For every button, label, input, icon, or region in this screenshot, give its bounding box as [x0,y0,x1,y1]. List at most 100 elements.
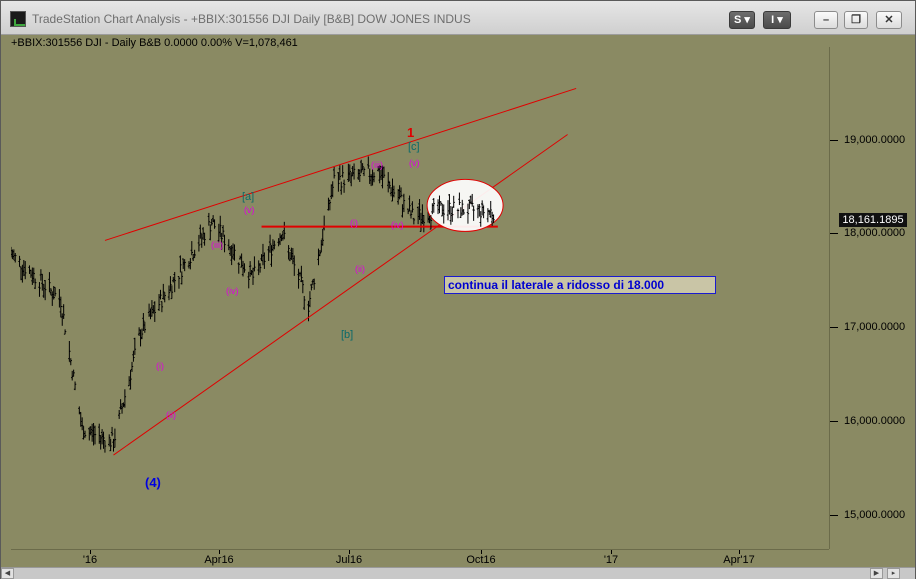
price-bar [278,233,282,245]
price-bar [62,304,65,320]
price-bar [150,300,154,317]
price-bar [89,426,92,436]
price-bar [408,195,411,212]
price-bar [142,313,145,332]
wave-label-c: [c] [408,141,420,153]
tradestation-app-icon [10,11,26,27]
price-bar [223,234,226,253]
zoom-button[interactable]: ▸ [887,568,900,579]
price-bar [157,294,161,311]
price-bar [93,425,97,445]
price-bar [197,234,201,252]
price-bar [180,271,184,285]
wave-label-ii-b: (ii) [355,264,365,274]
price-bar [310,283,313,291]
annotation-text-box[interactable]: continua il laterale a ridosso di 18.000 [444,276,716,294]
price-bar [140,328,144,340]
style-menu-button[interactable]: S ▾ [729,11,755,29]
price-bar [209,224,212,241]
upper-channel-line[interactable] [104,87,577,241]
price-bar [250,269,253,276]
price-bar [308,291,312,308]
price-bar [28,265,31,274]
price-bar [71,370,74,381]
price-bar [313,278,316,290]
lower-channel-line[interactable] [113,134,568,456]
price-bar [338,165,342,181]
price-bar [12,249,16,261]
price-bar [159,289,162,300]
price-bar [219,215,222,237]
price-bar [210,218,213,226]
wave-label-iii-top: (iii) [371,160,383,170]
horizontal-scrollbar[interactable]: ◀ ▶ ▸ [1,567,915,579]
price-bar [173,271,176,293]
price-plot[interactable]: 1 [c] (v) (iii) [a] (v) (iii) (iv) (i) (… [9,47,829,549]
price-bar [461,199,464,216]
price-bar [297,268,300,289]
price-bar [69,358,72,366]
price-bar [129,369,132,390]
insert-menu-button[interactable]: I ▾ [763,11,791,29]
price-bar [170,285,174,300]
price-bar [51,291,54,306]
price-bar [458,192,461,206]
price-bar [109,438,112,452]
price-bar [358,169,361,182]
price-bar [108,434,111,447]
wave-label-1: 1 [407,125,415,140]
x-tick [611,550,612,554]
price-bars-highlighted [428,192,495,230]
price-bar [480,200,484,216]
price-bar [322,215,326,231]
price-bar [251,267,255,285]
y-tick-label: 19,000.0000 [844,134,906,146]
y-tick-label: 18,000.0000 [844,227,906,239]
price-bar [401,204,404,218]
price-bar [418,199,421,220]
price-bar [88,427,91,441]
price-bar [311,279,314,286]
price-bar [143,321,147,333]
minimize-button[interactable]: – [814,11,838,29]
price-bar [271,239,275,252]
price-bar [359,159,363,174]
title-bar[interactable]: TradeStation Chart Analysis - +BBIX:3015… [1,1,915,35]
price-bar [412,217,416,225]
price-bar [199,224,202,239]
price-bar [21,264,24,283]
price-bar [293,255,296,276]
ohlc-chart[interactable] [9,47,829,549]
price-bar [113,428,117,448]
price-bar [320,239,323,253]
y-tick-label: 15,000.0000 [844,509,906,521]
price-bar [18,255,21,267]
price-bar [409,210,413,219]
price-bar [357,169,360,180]
price-bar [270,245,273,267]
price-bar [416,206,420,225]
price-bar [207,212,211,226]
price-bar [448,194,451,215]
restore-button[interactable]: ❐ [844,11,868,29]
price-bar [472,205,475,221]
scroll-left-button[interactable]: ◀ [1,568,14,579]
price-bar [189,258,192,270]
x-tick [219,550,220,554]
price-bar [221,225,225,237]
y-tick [830,140,838,141]
price-bar [103,440,107,453]
x-tick [739,550,740,554]
price-axis[interactable]: 15,000.0000 16,000.0000 17,000.0000 18,0… [829,47,915,549]
price-bar [200,233,203,248]
price-bar [331,181,334,198]
price-bar [399,187,403,198]
price-bar [177,276,181,289]
scroll-right-button[interactable]: ▶ [870,568,883,579]
price-bar [471,193,474,207]
price-bar [321,228,324,246]
date-axis[interactable]: '16 Apr16 Jul16 Oct16 '17 Apr'17 [11,549,829,567]
close-button[interactable]: ✕ [876,11,902,29]
price-bar [368,168,371,184]
